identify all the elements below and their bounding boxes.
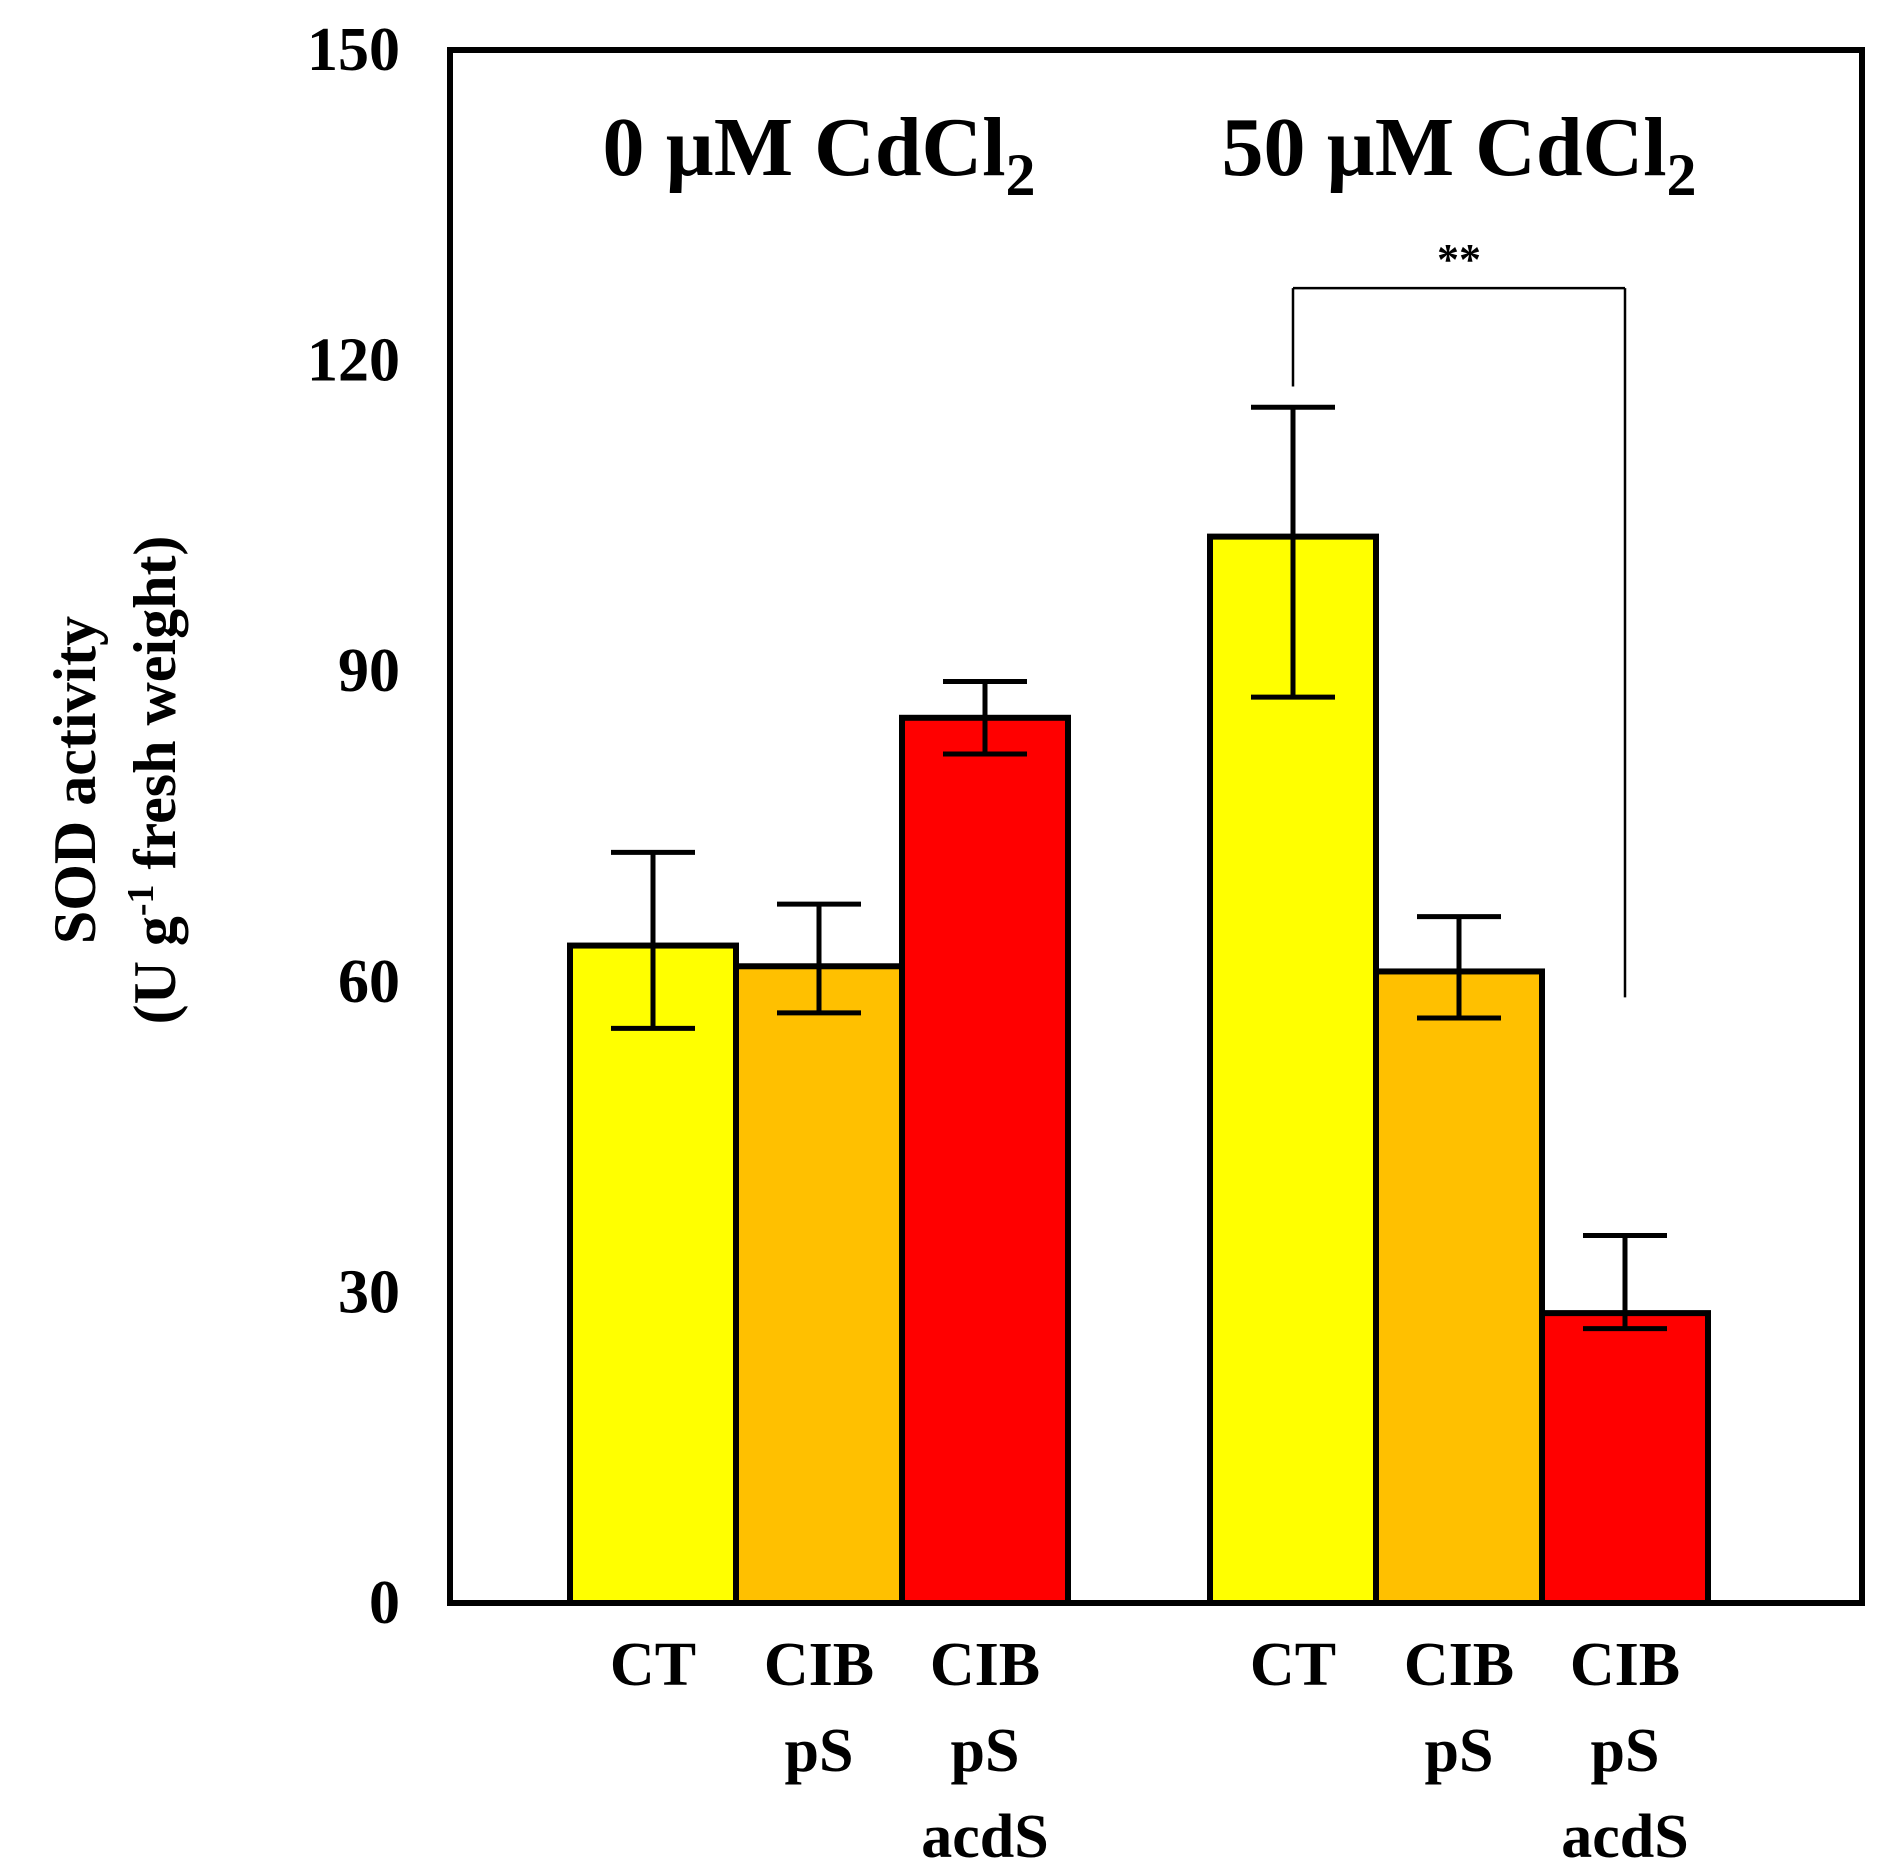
bar bbox=[567, 942, 739, 1606]
x-category-label: pS bbox=[785, 1717, 854, 1785]
x-category-label: CIB bbox=[1570, 1631, 1680, 1699]
x-category-label: acdS bbox=[1561, 1803, 1688, 1871]
x-category-label: CIB bbox=[930, 1631, 1040, 1699]
bar bbox=[1539, 1310, 1711, 1607]
x-category-label: CT bbox=[610, 1631, 696, 1699]
bar bbox=[733, 963, 905, 1606]
x-category-label: CT bbox=[1250, 1631, 1336, 1699]
y-tick-label: 0 bbox=[369, 1569, 400, 1637]
y-tick-label: 120 bbox=[307, 327, 400, 395]
group-titles: 0 µM CdCl2 50 µM CdCl2 bbox=[602, 101, 1696, 208]
x-category-label: CIB bbox=[1404, 1631, 1514, 1699]
y-axis-label-line1: SOD activity bbox=[42, 616, 108, 944]
y-axis-label: SOD activity(U g-1 fresh weight) bbox=[42, 536, 188, 1025]
bar bbox=[1207, 533, 1379, 1606]
y-tick-label: 30 bbox=[338, 1258, 400, 1326]
error-bars-layer bbox=[611, 404, 1667, 1332]
x-category-label: acdS bbox=[921, 1803, 1048, 1871]
significance-label: ** bbox=[1437, 235, 1481, 284]
significance-layer: ** bbox=[1291, 235, 1627, 998]
x-category-label: CIB bbox=[764, 1631, 874, 1699]
bar bbox=[1373, 968, 1545, 1606]
y-axis-label-line2: (U g-1 fresh weight) bbox=[120, 536, 188, 1025]
bars-layer bbox=[567, 533, 1711, 1607]
bar bbox=[899, 714, 1071, 1606]
y-axis-tick-labels: 0 30 60 90 120 150 bbox=[307, 16, 400, 1637]
group-title: 50 µM CdCl2 bbox=[1221, 101, 1696, 208]
plot-area-frame bbox=[447, 47, 1865, 1606]
y-tick-label: 150 bbox=[307, 16, 400, 84]
x-axis-category-labels: CT CIB pS CIB pS acdS CT CIB pS CIB pS acdS bbox=[610, 1631, 1689, 1871]
group-title: 0 µM CdCl2 bbox=[602, 101, 1035, 208]
x-category-label: pS bbox=[951, 1717, 1020, 1785]
x-category-label: pS bbox=[1425, 1717, 1494, 1785]
x-category-label: pS bbox=[1591, 1717, 1660, 1785]
y-tick-label: 90 bbox=[338, 637, 400, 705]
y-tick-label: 60 bbox=[338, 948, 400, 1016]
